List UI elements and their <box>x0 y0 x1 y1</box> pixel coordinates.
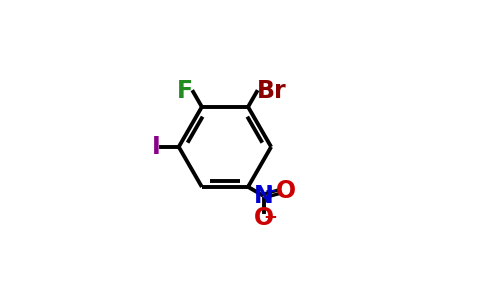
Text: Br: Br <box>257 79 287 103</box>
Text: F: F <box>177 79 193 103</box>
Text: I: I <box>151 135 160 159</box>
Text: N: N <box>254 184 273 208</box>
Text: +: + <box>264 184 276 198</box>
Text: O: O <box>254 206 274 230</box>
Text: −: − <box>264 207 277 225</box>
Text: O: O <box>276 178 296 203</box>
